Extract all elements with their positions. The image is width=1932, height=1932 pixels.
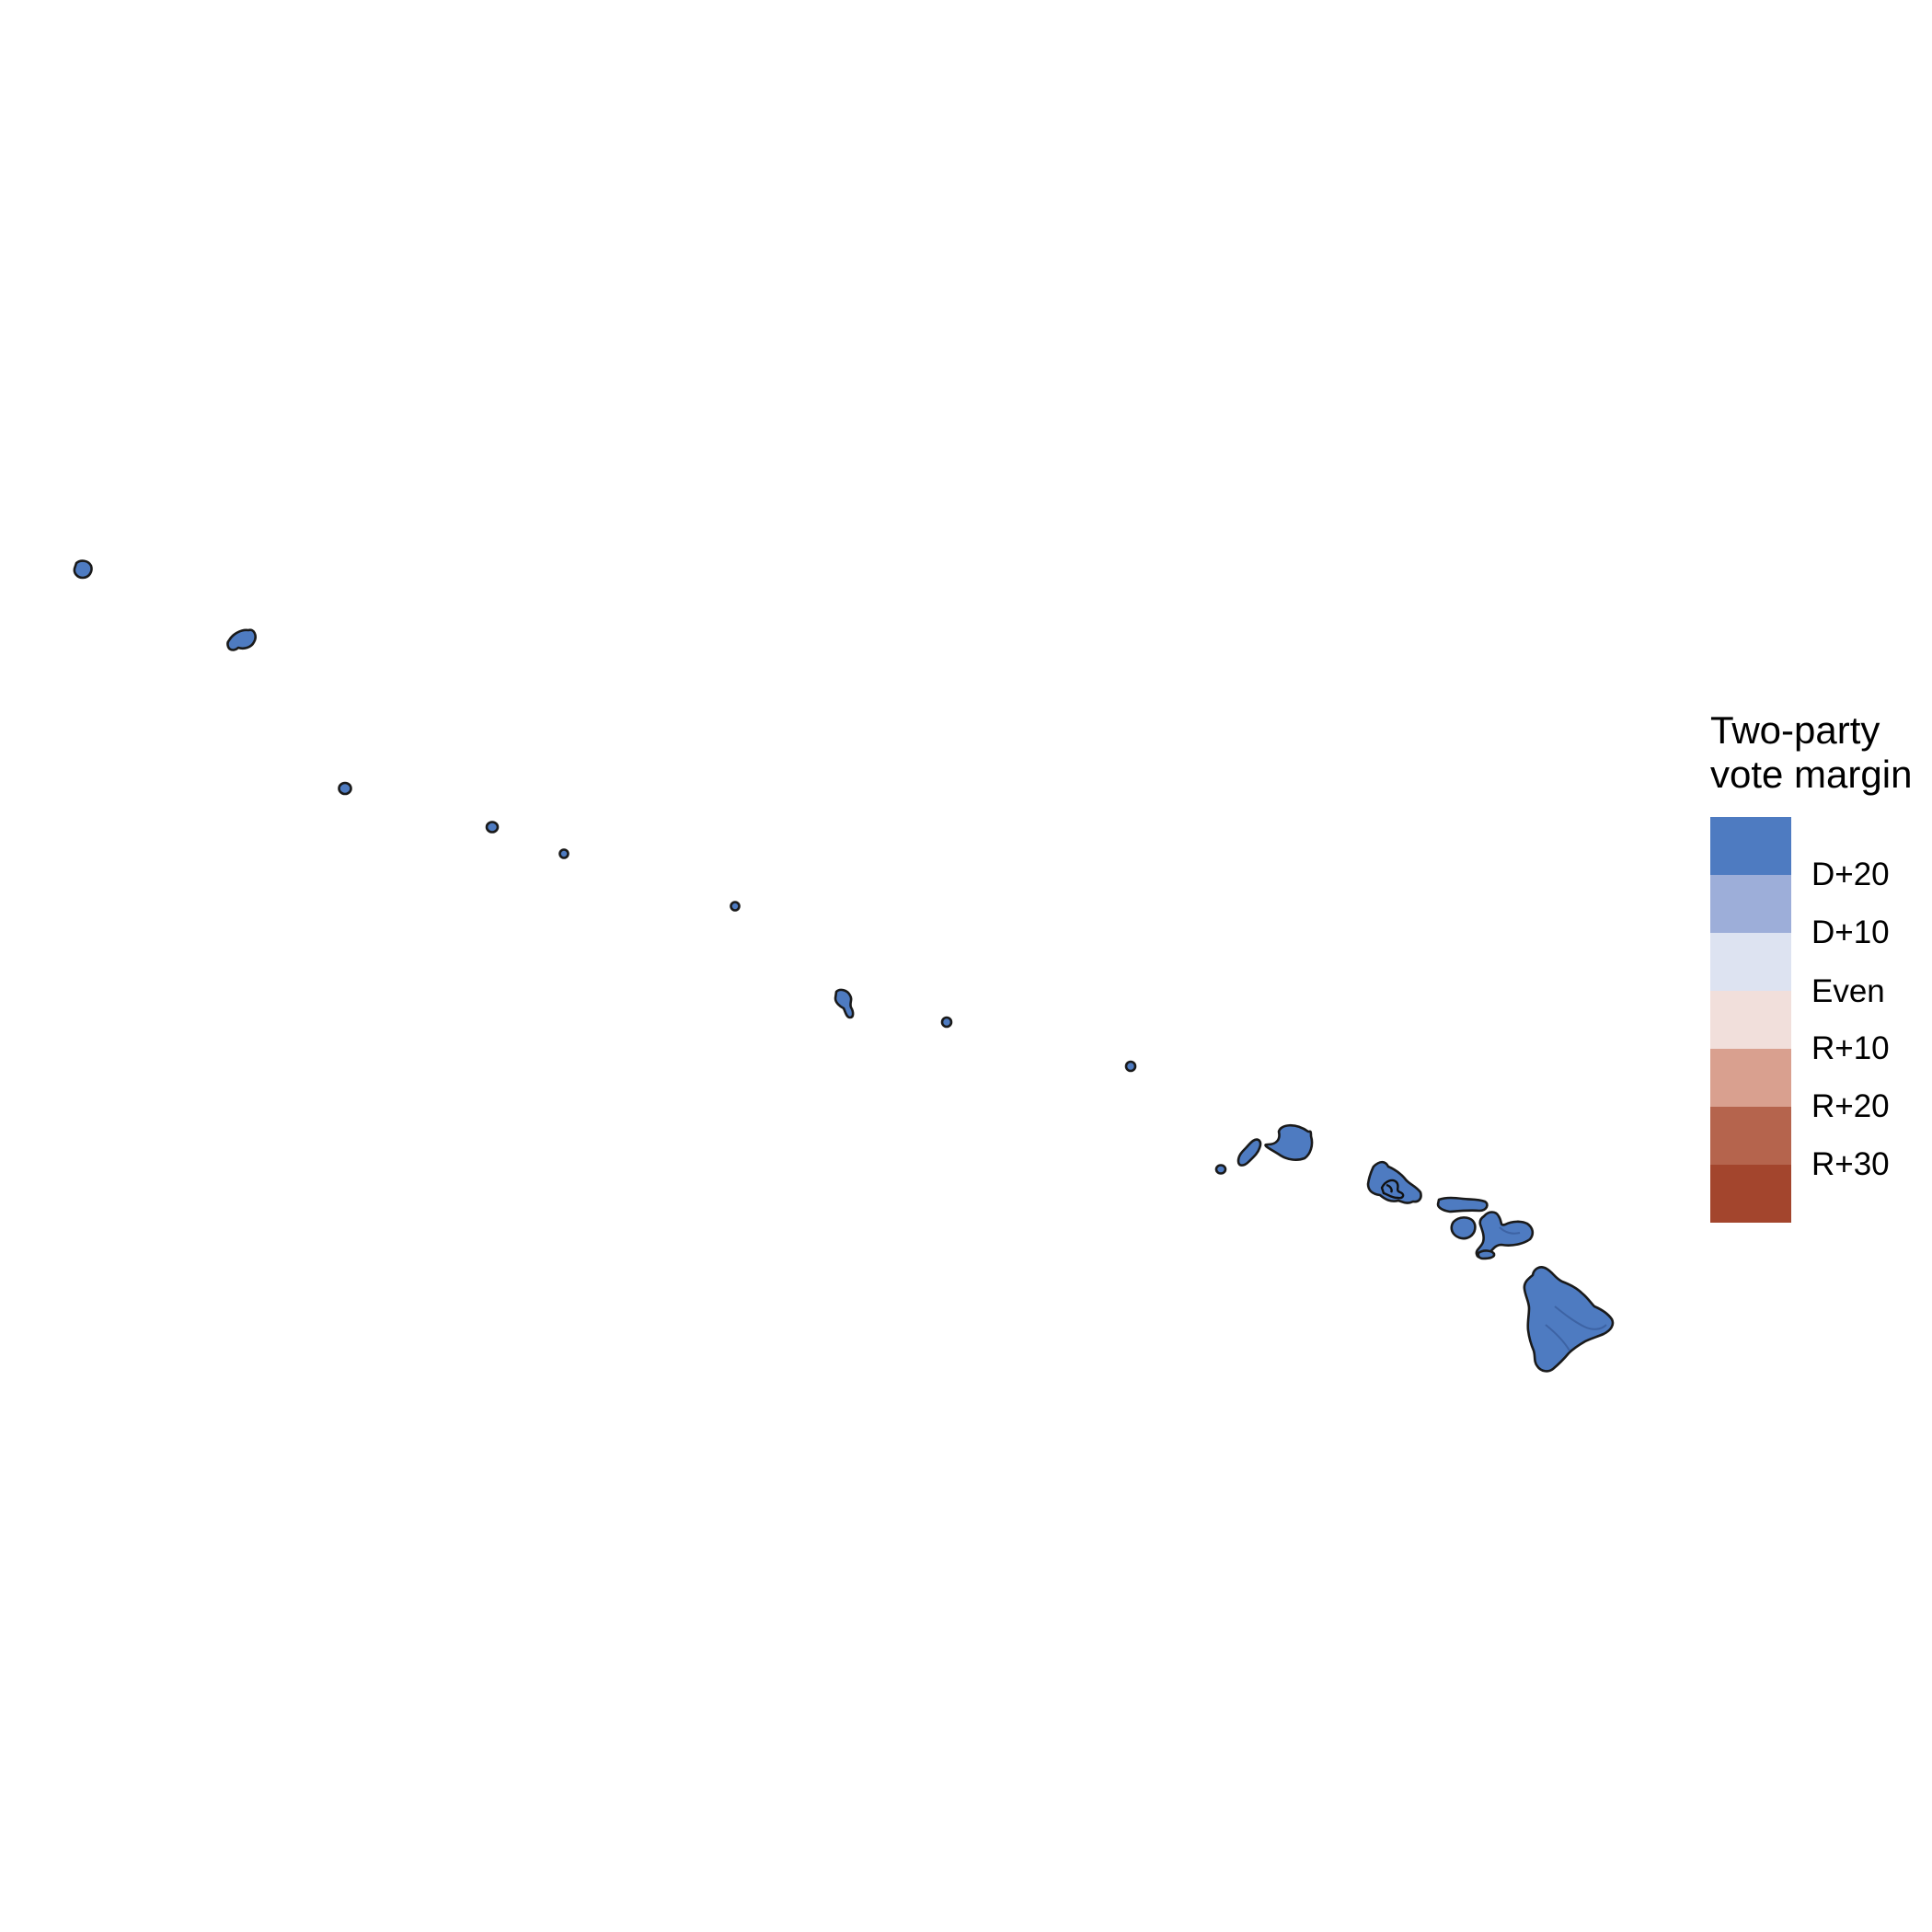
legend-key-1 — [1710, 817, 1791, 875]
island-necker-area — [226, 628, 257, 651]
island-lanai — [1450, 1216, 1477, 1240]
legend-title-line2: vote margin — [1710, 753, 1913, 796]
legend-key-3 — [1710, 933, 1791, 991]
island-far-west — [73, 559, 93, 580]
island-nihoa — [1124, 1060, 1137, 1073]
island-laysan-area — [558, 848, 569, 859]
big-island-district-boundary — [1554, 1305, 1607, 1330]
legend-label-d20: D+20 — [1811, 857, 1890, 892]
island-niihau — [1236, 1138, 1262, 1167]
legend-label-even: Even — [1811, 973, 1885, 1009]
island-small-islet-east — [940, 1016, 953, 1029]
big-island-district-boundary-2 — [1545, 1324, 1570, 1351]
legend-label-r20: R+20 — [1811, 1088, 1890, 1124]
legend-title-line1: Two-party — [1710, 708, 1880, 752]
island-niihau-lehua — [1214, 1164, 1227, 1175]
maui-district-boundary — [1499, 1226, 1521, 1235]
island-lisianski-area — [730, 901, 741, 912]
legend-key-7 — [1710, 1165, 1791, 1223]
oahu-district-boundary — [1380, 1179, 1405, 1200]
oahu-district-boundary-2 — [1386, 1183, 1393, 1193]
island-french-frigate-area — [834, 988, 855, 1019]
island-kauai — [1264, 1123, 1314, 1161]
legend-color-keys — [1710, 817, 1791, 1223]
legend-label-r10: R+10 — [1811, 1030, 1890, 1066]
district-boundaries — [1380, 1179, 1607, 1351]
legend-key-5 — [1710, 1049, 1791, 1107]
island-gardner-area — [338, 781, 352, 796]
island-kahoolawe — [1477, 1249, 1496, 1260]
legend-key-6 — [1710, 1107, 1791, 1165]
island-molokai — [1436, 1196, 1489, 1213]
island-oahu — [1366, 1160, 1422, 1204]
island-maro-area — [485, 821, 500, 834]
island-maui — [1475, 1211, 1535, 1259]
legend-label-d10: D+10 — [1811, 914, 1890, 950]
legend-key-2 — [1710, 875, 1791, 933]
island-hawaii-big-island — [1523, 1266, 1615, 1373]
legend-label-r30: R+30 — [1811, 1146, 1890, 1182]
map-islands — [73, 559, 1615, 1373]
legend-key-4 — [1710, 991, 1791, 1049]
legend: Two-party vote margin D+20 D+10 Even R+1… — [1710, 708, 1932, 1224]
